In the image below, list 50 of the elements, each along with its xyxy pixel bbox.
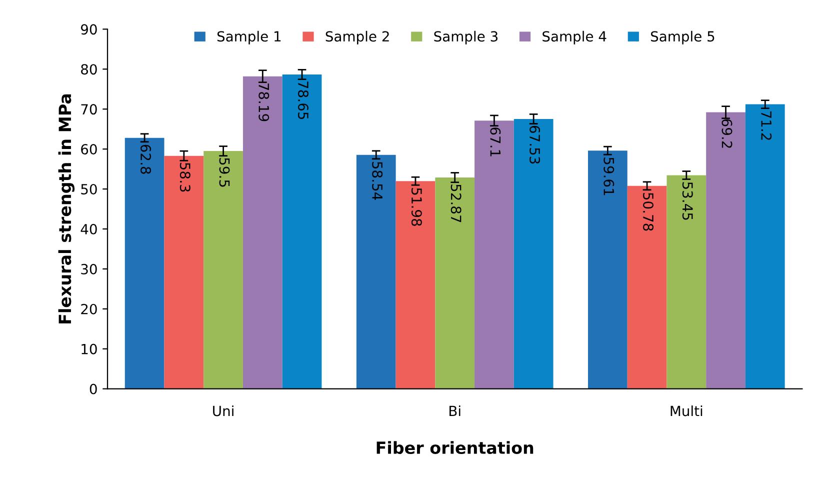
data-label: 71.2 <box>761 111 772 140</box>
data-label: 59.5 <box>219 158 230 187</box>
bar <box>282 74 322 389</box>
y-tick-label: 50 <box>81 184 97 194</box>
y-tick-label: 60 <box>81 144 97 155</box>
legend-label: Sample 5 <box>650 30 714 44</box>
data-label: 69.2 <box>722 119 732 148</box>
legend-label: Sample 2 <box>326 30 389 44</box>
x-tick-label: Multi <box>670 405 702 416</box>
data-label: 50.78 <box>643 192 654 231</box>
data-label: 78.19 <box>258 83 270 122</box>
y-tick-label: 80 <box>81 64 97 75</box>
data-label: 52.87 <box>450 184 462 222</box>
y-tick-label: 10 <box>82 344 97 354</box>
data-label: 62.8 <box>140 144 152 174</box>
data-label: 58.3 <box>180 162 190 192</box>
legend-label: Sample 4 <box>542 30 606 44</box>
x-tick-label: Bi <box>450 405 460 416</box>
bar <box>435 178 475 389</box>
y-tick-label: 70 <box>81 104 97 115</box>
y-tick-label: 90 <box>80 24 97 35</box>
y-tick-label: 0 <box>90 384 97 394</box>
y-tick-label: 30 <box>81 264 97 274</box>
bar <box>588 150 628 389</box>
bar <box>164 156 204 389</box>
y-tick-label: 20 <box>81 304 97 314</box>
data-label: 67.53 <box>530 126 540 164</box>
bar <box>474 120 514 389</box>
bar <box>627 186 667 389</box>
data-label: 67.1 <box>490 128 501 156</box>
x-tick-label: Uni <box>213 405 234 416</box>
bar <box>396 181 436 389</box>
bar <box>124 138 164 389</box>
bar <box>204 151 243 389</box>
bar <box>242 76 282 389</box>
y-tick-label: 40 <box>80 224 97 234</box>
bar <box>356 154 396 389</box>
bar <box>514 118 554 389</box>
data-label: 58.54 <box>372 162 383 200</box>
data-label: 78.65 <box>298 82 308 120</box>
bar <box>745 104 785 389</box>
bar <box>706 112 746 389</box>
data-label: 53.45 <box>682 182 693 220</box>
data-label: 51.98 <box>411 188 422 226</box>
legend-label: Sample 1 <box>217 30 281 44</box>
data-label: 59.61 <box>604 158 614 196</box>
bar <box>666 175 706 389</box>
y-axis-title: Flexural strength in MPa <box>58 94 75 324</box>
x-axis-title: Fiber orientation <box>376 441 534 454</box>
legend-label: Sample 3 <box>434 30 498 44</box>
